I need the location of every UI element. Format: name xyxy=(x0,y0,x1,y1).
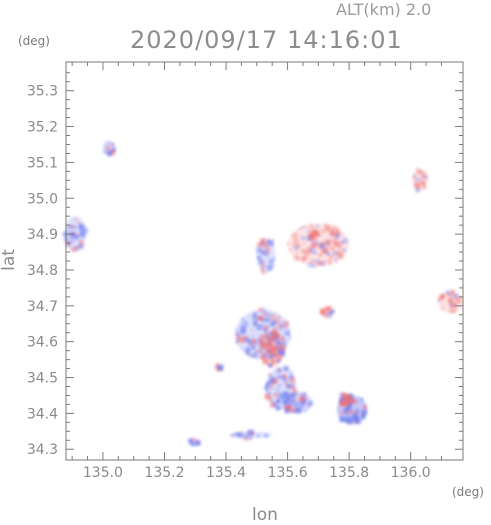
velocity-patch xyxy=(319,306,335,319)
x-tick-label: 135.2 xyxy=(144,465,184,481)
velocity-patch xyxy=(188,437,202,447)
x-tick-label: 135.8 xyxy=(329,465,369,481)
y-ticks: 35.3 35.2 35.1 35.0 34.9 34.8 34.7 34.6 34.5 34.4… xyxy=(27,72,463,458)
x-tick-label: 135.6 xyxy=(268,465,308,481)
y-tick-label: 34.6 xyxy=(27,335,58,351)
x-axis-label: lon xyxy=(252,505,278,525)
x-tick-label: 135.4 xyxy=(206,465,246,481)
velocity-patch xyxy=(339,392,355,407)
velocity-patch xyxy=(258,330,286,368)
y-tick-label: 34.9 xyxy=(27,227,58,243)
velocity-patch xyxy=(412,167,429,193)
altitude-label: ALT(km) 2.0 xyxy=(336,0,432,19)
x-ticks: 135.0 135.2 135.4 135.6 135.8 136.0 xyxy=(71,62,442,481)
y-tick-label: 34.5 xyxy=(27,371,58,387)
y-tick-label: 35.1 xyxy=(27,155,58,171)
y-tick-label: 34.3 xyxy=(27,442,58,458)
y-axis-unit: (deg) xyxy=(18,34,50,48)
y-tick-label: 35.3 xyxy=(27,84,58,100)
y-tick-label: 34.4 xyxy=(27,406,58,422)
y-tick-label: 34.8 xyxy=(27,263,58,279)
y-tick-label: 34.7 xyxy=(27,299,58,315)
y-tick-label: 35.2 xyxy=(27,120,58,136)
x-tick-label: 135.0 xyxy=(83,465,123,481)
x-axis-unit: (deg) xyxy=(452,485,484,499)
velocity-patch xyxy=(214,362,225,372)
velocity-patch xyxy=(229,429,273,442)
x-tick-label: 136.0 xyxy=(391,465,431,481)
y-tick-label: 35.0 xyxy=(27,191,58,207)
velocity-patch xyxy=(281,391,313,414)
velocity-patch xyxy=(255,237,276,275)
timestamp-title: 2020/09/17 14:16:01 xyxy=(130,26,403,54)
velocity-patch xyxy=(286,222,350,268)
velocity-patch xyxy=(437,289,463,314)
velocity-patches xyxy=(62,140,463,447)
velocity-patch xyxy=(102,140,116,157)
